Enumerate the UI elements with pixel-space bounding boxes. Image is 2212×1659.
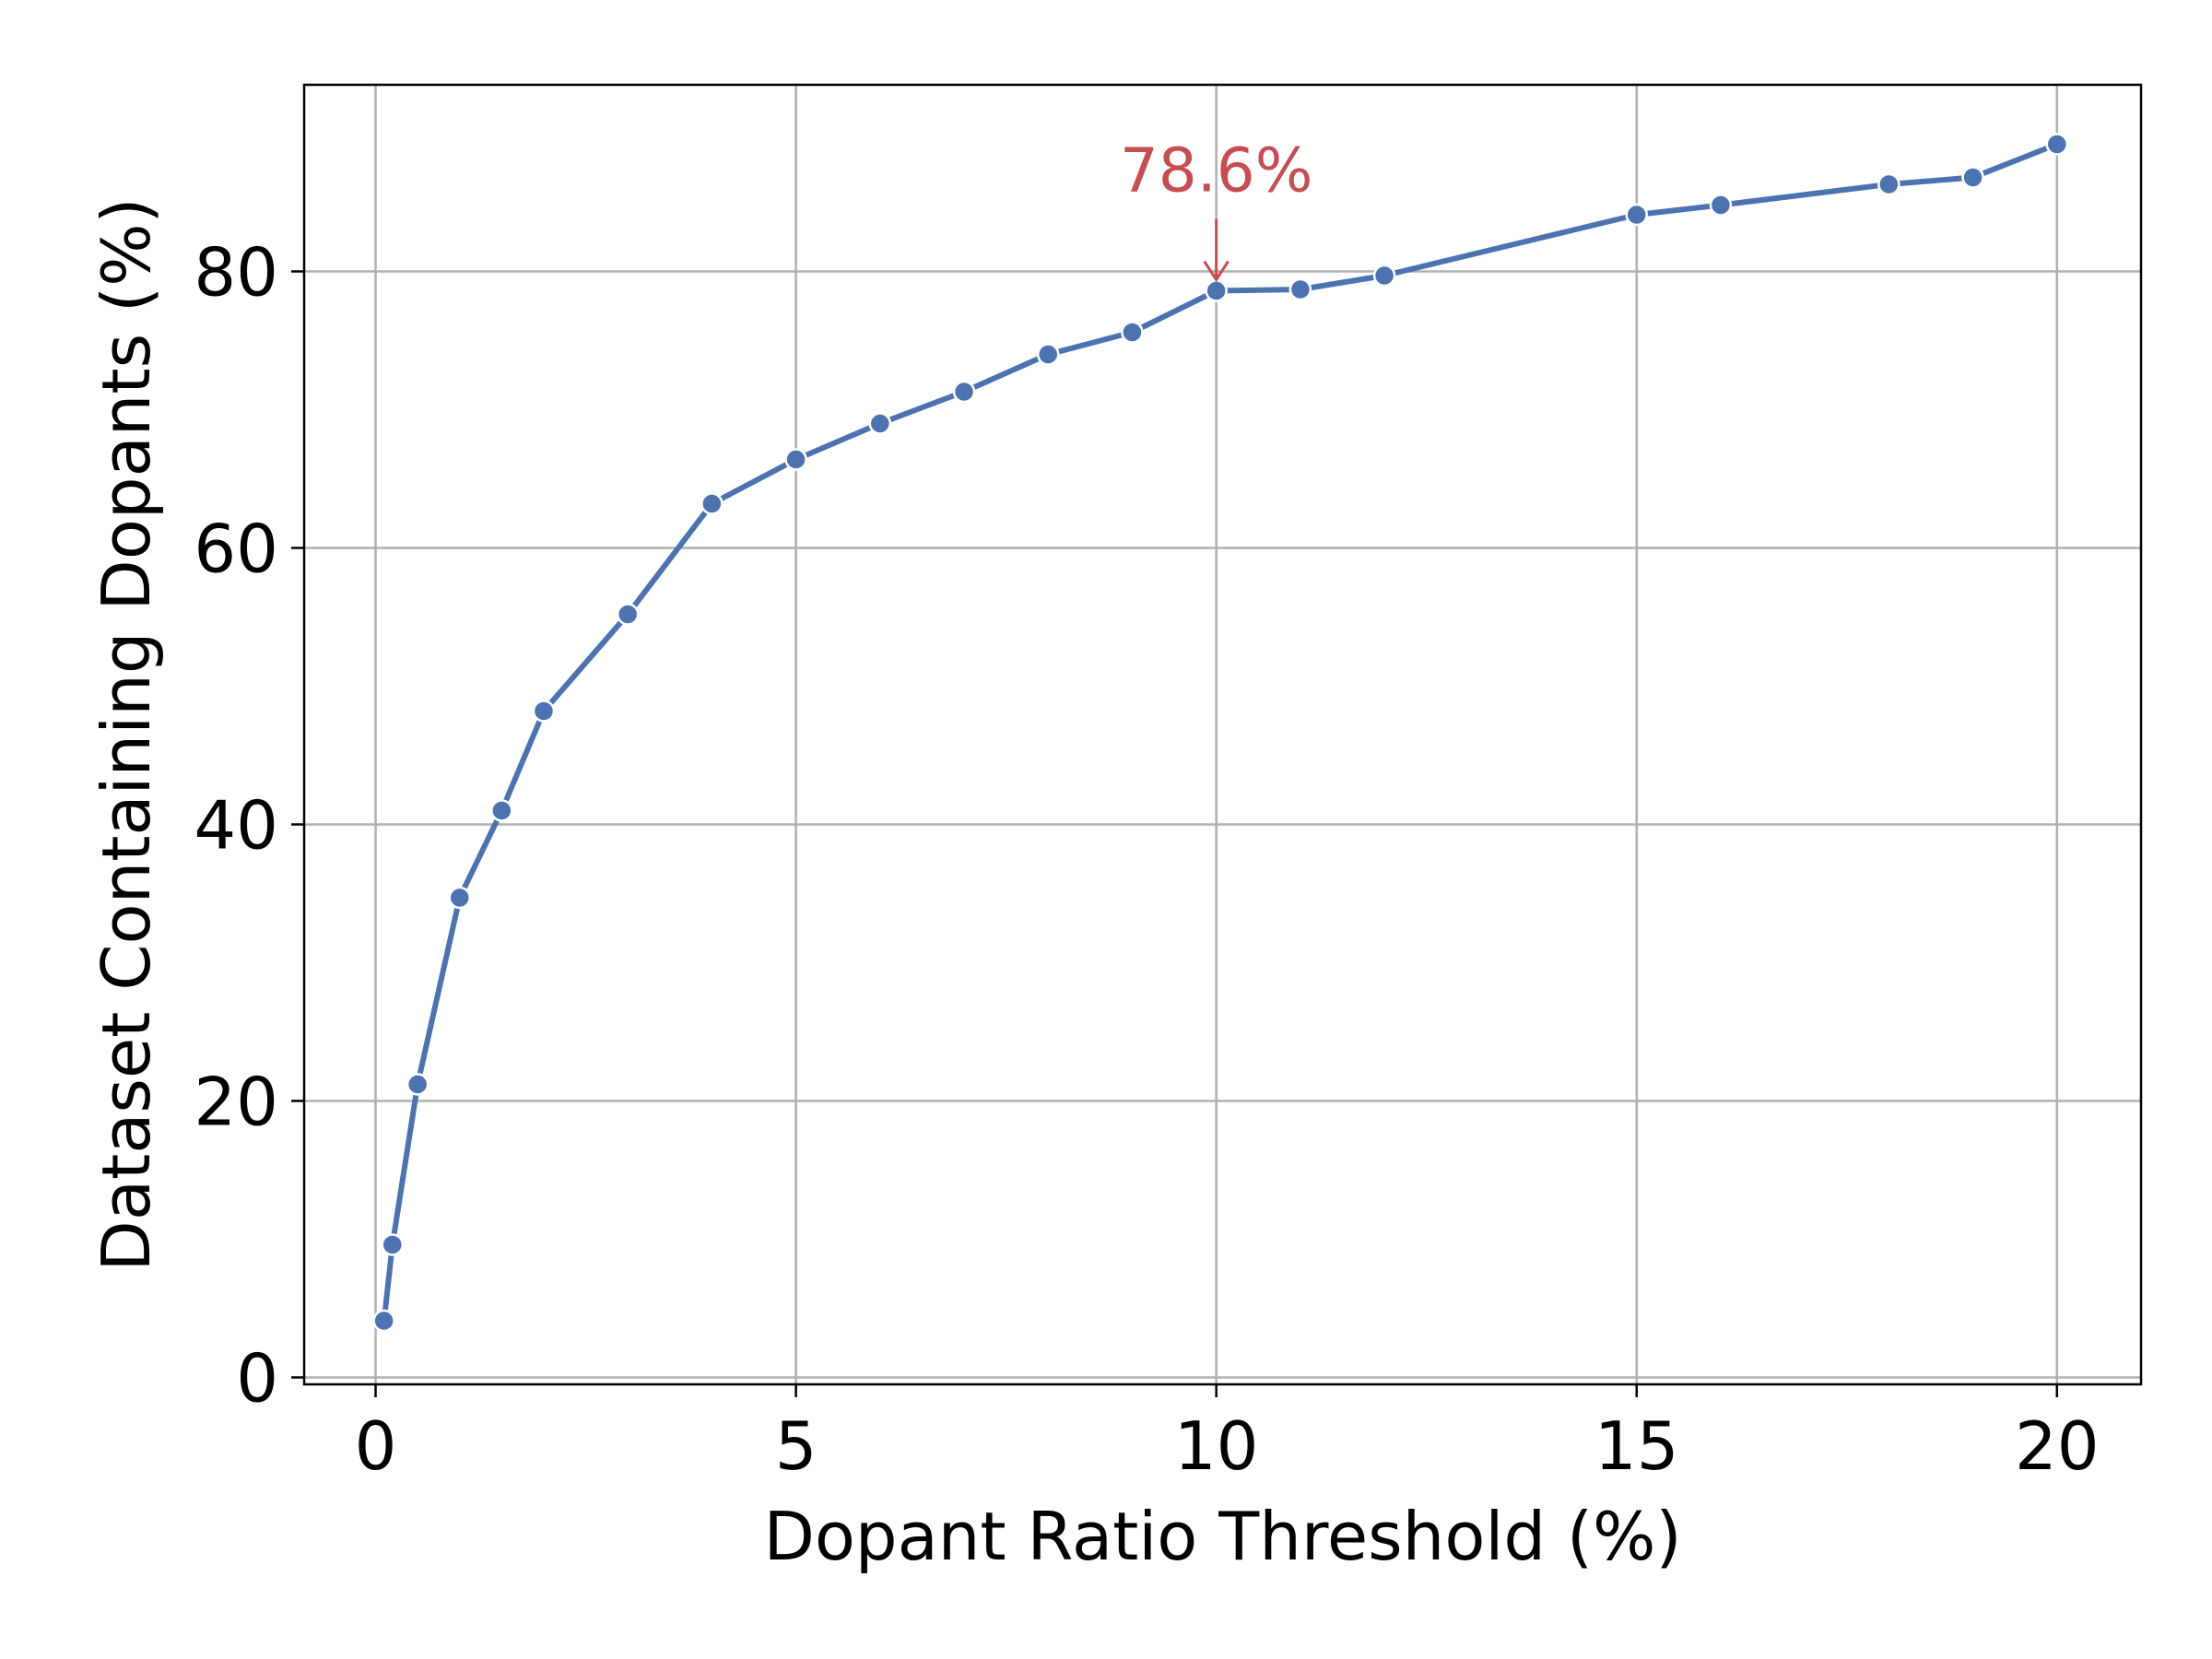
data-point	[2045, 133, 2069, 156]
x-axis-label: Dopant Ratio Threshold (%)	[763, 1498, 1681, 1575]
annotation-arrowhead	[1203, 260, 1230, 283]
data-point	[952, 380, 976, 404]
y-axis-label: Dataset Containing Dopants (%)	[88, 197, 165, 1271]
y-tick-label: 60	[194, 511, 278, 588]
data-point	[381, 1233, 405, 1256]
data-point	[372, 1309, 395, 1333]
data-point	[1709, 194, 1733, 217]
data-point	[532, 700, 556, 723]
y-tick-label: 80	[194, 234, 278, 312]
annotations: 78.6%	[1120, 135, 1313, 283]
data-point	[406, 1073, 429, 1096]
y-tick-label: 40	[194, 787, 278, 865]
data-point	[1036, 343, 1060, 366]
data-point	[1961, 166, 1984, 189]
x-tick-label: 5	[775, 1407, 818, 1485]
annotation-label: 78.6%	[1120, 135, 1313, 206]
y-tick-label: 0	[236, 1340, 278, 1418]
x-tick-label: 15	[1594, 1407, 1679, 1485]
y-tick-label: 20	[194, 1064, 278, 1141]
data-point	[616, 603, 640, 626]
plot-area	[372, 133, 2069, 1333]
data-point	[1288, 277, 1312, 301]
data-point	[1372, 264, 1396, 288]
x-tick-label: 0	[355, 1407, 397, 1485]
data-point	[1625, 203, 1648, 227]
x-tick-label: 20	[2015, 1407, 2100, 1485]
data-point	[1121, 321, 1144, 344]
data-point	[1877, 172, 1900, 196]
x-tick-label: 10	[1174, 1407, 1259, 1485]
data-point	[1205, 279, 1228, 302]
data-point	[700, 492, 724, 515]
axis-ticks: 0 5 10 15 20 0 20 40 60 80	[194, 234, 2099, 1486]
data-point	[490, 799, 513, 822]
data-point	[784, 448, 807, 471]
data-point	[448, 886, 471, 910]
axes-frame	[302, 83, 2143, 1386]
data-point	[868, 412, 892, 435]
